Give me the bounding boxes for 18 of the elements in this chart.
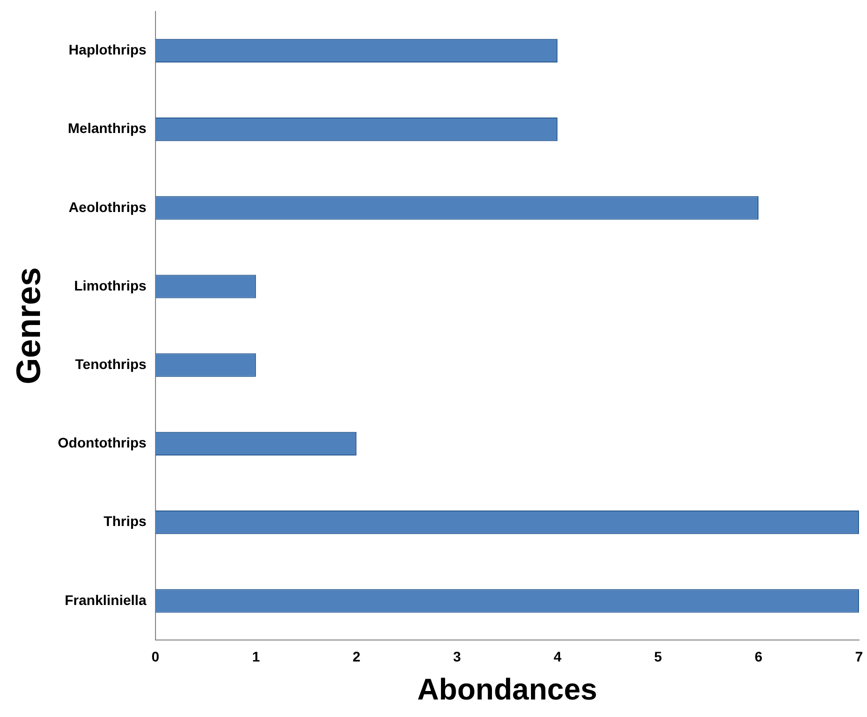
y-tick-label: Haplothrips <box>68 42 147 58</box>
y-tick-label: Melanthrips <box>68 120 147 136</box>
y-tick-label: Thrips <box>104 513 147 530</box>
y-tick-label: Limothrips <box>74 277 147 294</box>
x-tick-label: 4 <box>554 648 562 664</box>
x-tick-label: 0 <box>152 648 160 664</box>
y-tick-label: Frankliniella <box>64 592 147 608</box>
x-tick-label: 3 <box>453 648 462 664</box>
y-axis-title: Genres <box>10 267 48 384</box>
x-tick-label: 7 <box>855 648 864 664</box>
y-tick-label: Aeolothrips <box>68 198 147 215</box>
x-tick-label: 1 <box>252 648 260 664</box>
x-axis-title: Abondances <box>417 673 598 706</box>
y-tick-label: Odontothrips <box>58 434 147 451</box>
y-tick-label: Tenothrips <box>75 356 147 372</box>
x-tick-label: 5 <box>654 648 662 664</box>
x-tick-label: 2 <box>352 648 361 664</box>
x-tick-label: 6 <box>754 648 763 664</box>
